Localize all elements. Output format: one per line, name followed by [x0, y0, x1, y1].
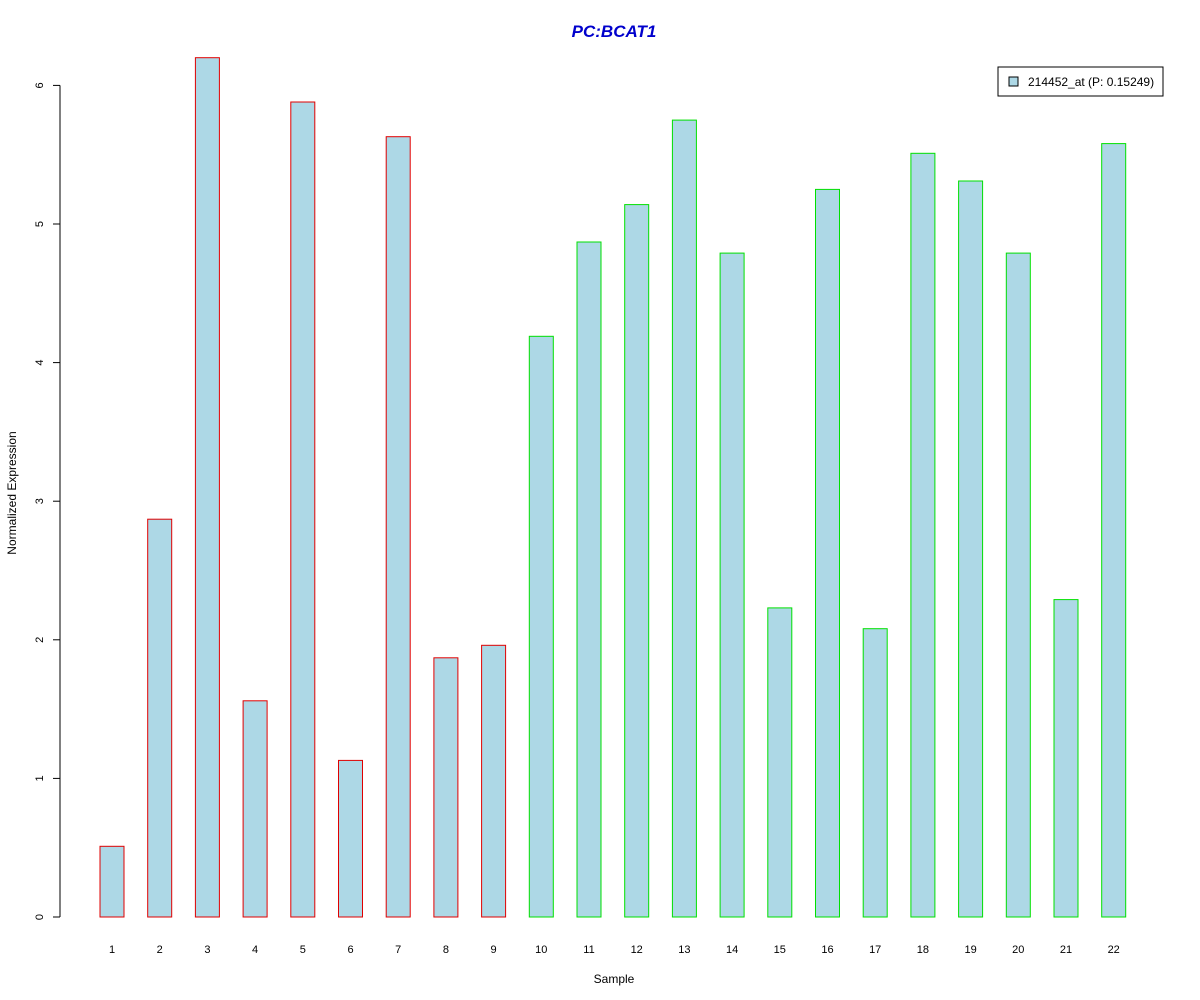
x-tick-label: 21 — [1060, 944, 1072, 956]
x-tick-label: 8 — [443, 944, 449, 956]
bar-sample-6 — [338, 759, 363, 918]
bar-sample-11 — [576, 241, 602, 918]
bar-sample-10 — [528, 335, 554, 918]
bar-sample-16 — [815, 188, 840, 918]
legend-swatch — [1008, 76, 1019, 87]
y-tick-label: 6 — [34, 82, 46, 88]
x-tick-label: 7 — [395, 944, 401, 956]
x-tick-label: 14 — [726, 944, 738, 956]
x-tick-label: 3 — [204, 944, 210, 956]
x-tick-label: 11 — [583, 944, 594, 956]
x-tick-label: 20 — [1012, 944, 1024, 956]
legend: 214452_at (P: 0.15249) — [997, 66, 1164, 97]
y-tick-label: 4 — [34, 360, 46, 366]
bars — [99, 57, 1127, 918]
bar-sample-1 — [99, 845, 125, 918]
y-tick-label: 1 — [34, 775, 46, 781]
bar-sample-18 — [910, 152, 936, 918]
x-tick-label: 12 — [631, 944, 643, 956]
x-tick-label: 16 — [821, 944, 833, 956]
bar-sample-13 — [671, 119, 697, 918]
y-axis: 0 1 2 3 4 5 6 — [34, 82, 61, 920]
x-tick-label: 18 — [917, 944, 929, 956]
legend-label: 214452_at (P: 0.15249) — [1028, 75, 1154, 89]
x-tick-label: 4 — [252, 944, 258, 956]
x-tick-label: 22 — [1108, 944, 1120, 956]
x-tick-label: 2 — [157, 944, 163, 956]
x-tick-label: 13 — [678, 944, 690, 956]
x-tick-label: 9 — [491, 944, 497, 956]
x-tick-label: 1 — [109, 944, 115, 956]
legend-box — [997, 66, 1164, 97]
bar-sample-22 — [1101, 143, 1127, 918]
y-tick-label: 5 — [34, 221, 46, 227]
bar-sample-17 — [862, 628, 888, 918]
bar-sample-19 — [958, 180, 984, 918]
bar-sample-4 — [242, 700, 268, 918]
bar-sample-3 — [194, 57, 220, 918]
x-tick-label: 5 — [300, 944, 306, 956]
x-tick-label: 17 — [869, 944, 881, 956]
y-axis-label: Normalized Expression — [5, 431, 19, 554]
chart-title: PC:BCAT1 — [572, 22, 657, 41]
bar-sample-7 — [385, 136, 411, 918]
bar-sample-12 — [624, 204, 650, 918]
bar-sample-5 — [290, 101, 316, 918]
bar-sample-9 — [481, 644, 507, 918]
x-tick-label: 19 — [964, 944, 976, 956]
bar-sample-2 — [147, 518, 173, 918]
y-tick-label: 2 — [34, 637, 46, 643]
bar-sample-8 — [433, 657, 459, 918]
x-tick-label: 15 — [774, 944, 786, 956]
x-tick-label: 10 — [535, 944, 547, 956]
x-tick-labels: 1 2 3 4 5 6 7 8 9 10 11 12 13 14 15 16 17 18 19 20 21 22 — [109, 944, 1120, 956]
bar-sample-15 — [767, 607, 793, 918]
bar-sample-14 — [719, 252, 745, 918]
bar-sample-20 — [1005, 252, 1031, 918]
x-tick-label: 6 — [347, 944, 353, 956]
bar-sample-21 — [1053, 599, 1079, 918]
y-tick-label: 0 — [34, 914, 46, 920]
y-tick-label: 3 — [34, 498, 46, 504]
x-axis-label: Sample — [594, 972, 635, 986]
